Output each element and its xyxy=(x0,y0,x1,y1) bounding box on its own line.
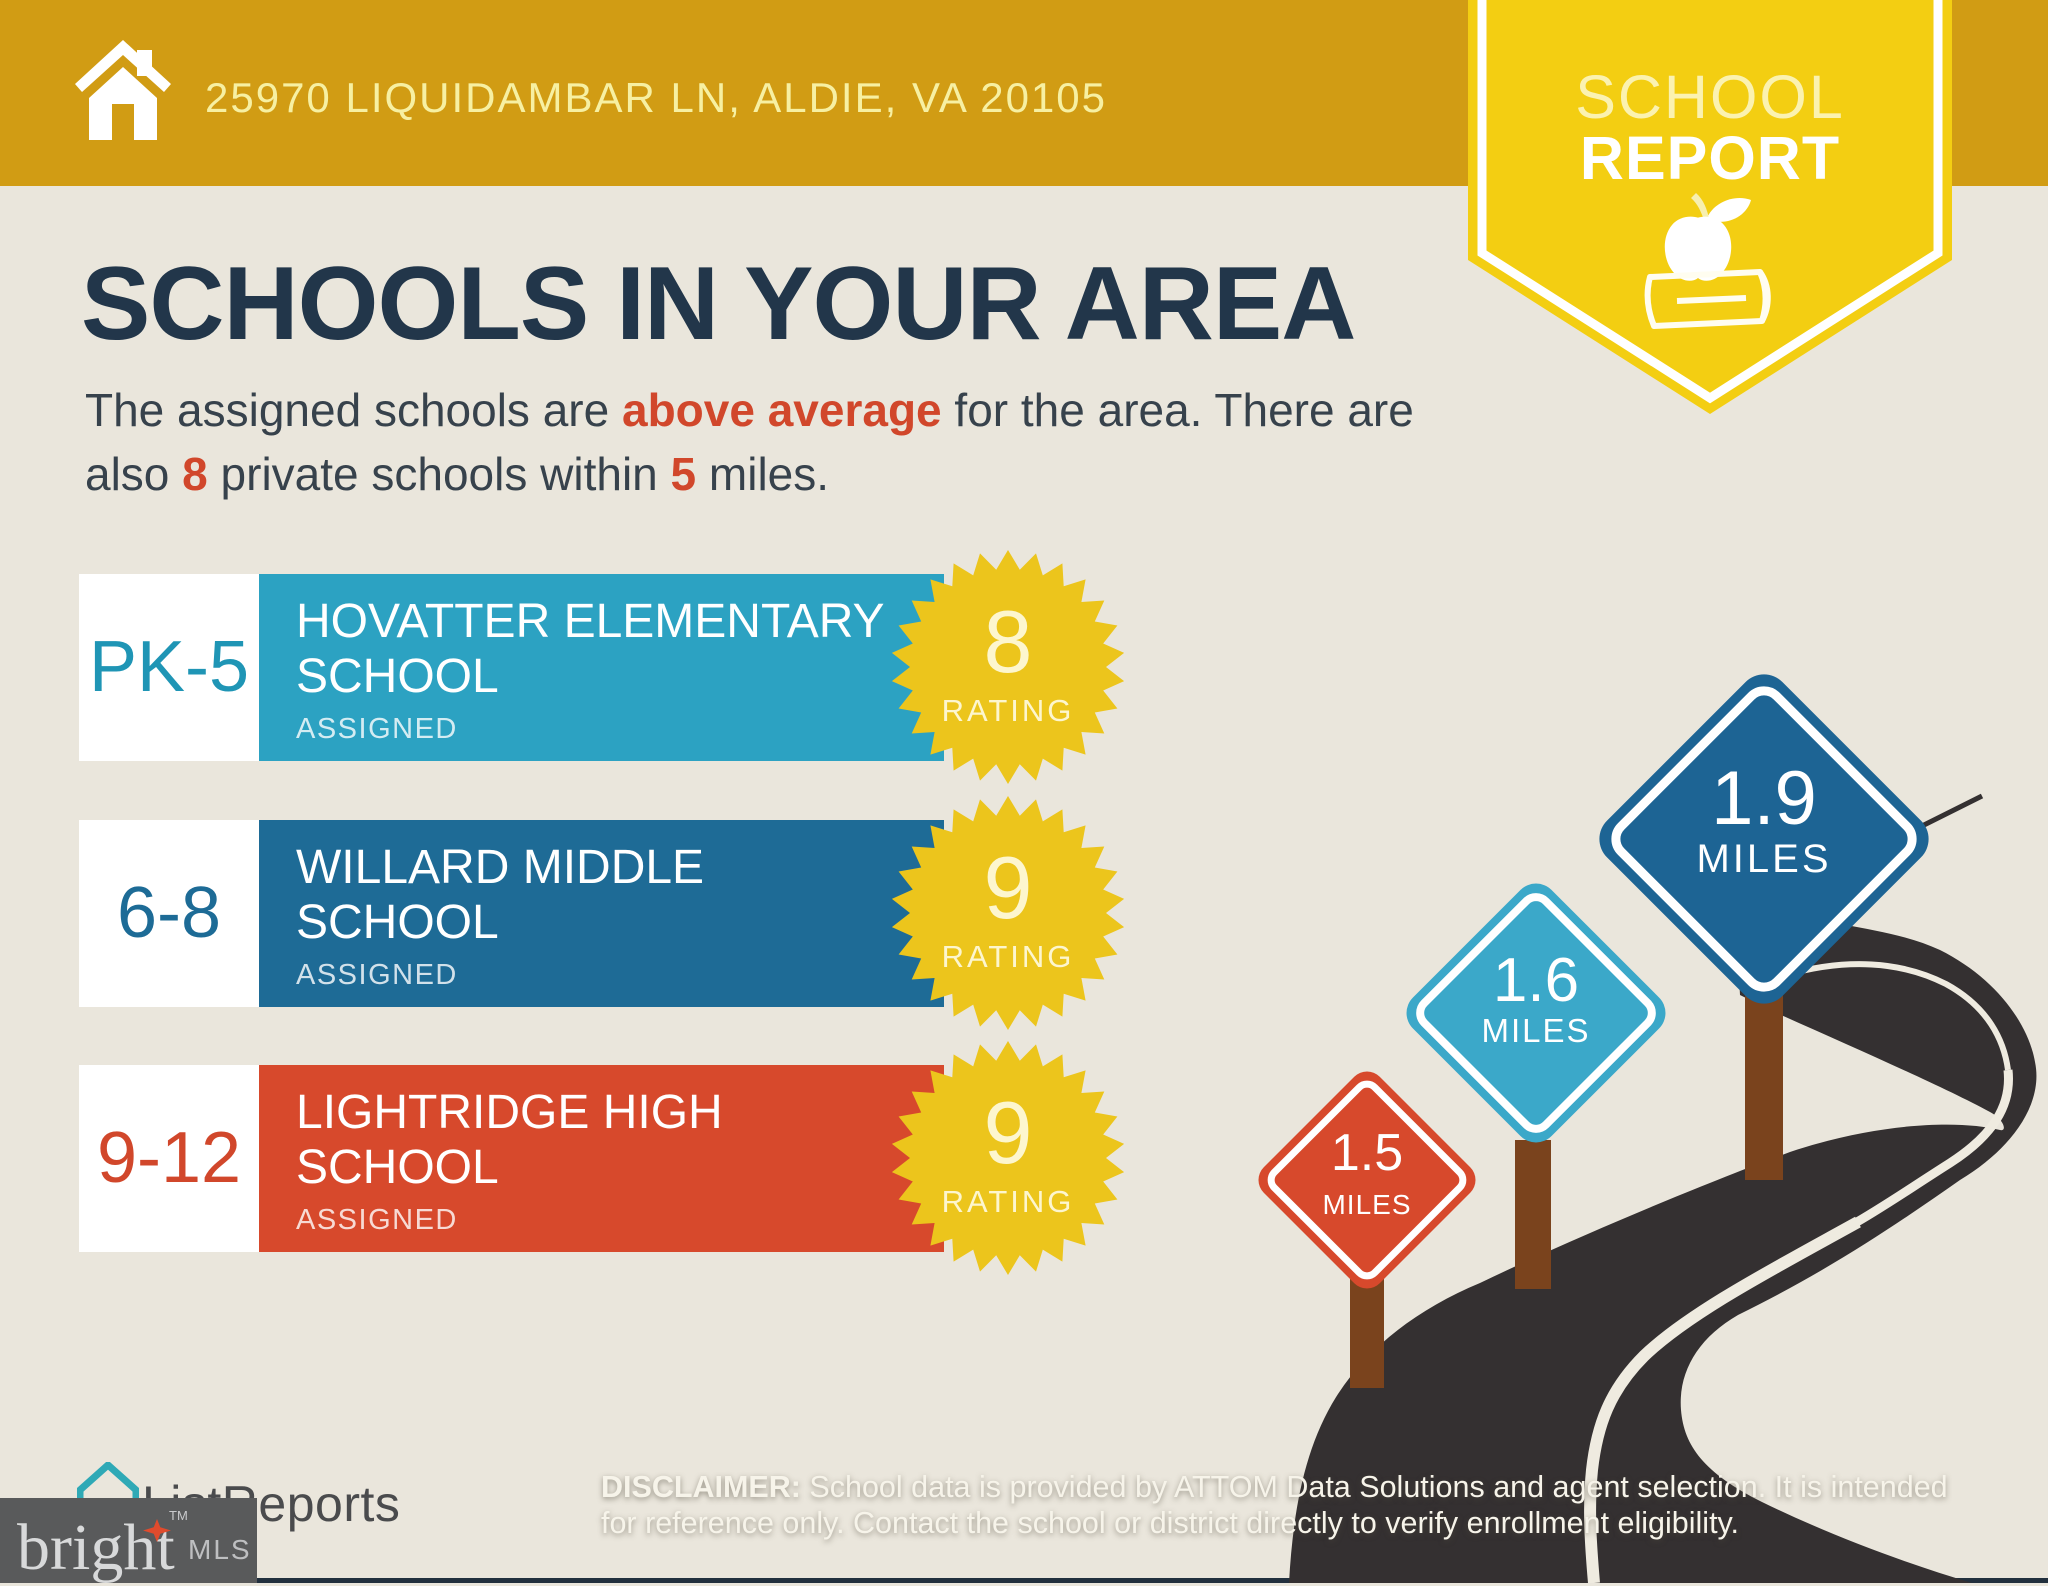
svg-text:1.5: 1.5 xyxy=(1331,1124,1403,1182)
svg-text:SCHOOL: SCHOOL xyxy=(1575,63,1845,131)
svg-text:MILES: MILES xyxy=(1696,837,1831,881)
svg-text:REPORT: REPORT xyxy=(1580,124,1840,192)
svg-text:MILES: MILES xyxy=(1322,1189,1411,1220)
svg-text:MILES: MILES xyxy=(1481,1012,1590,1049)
svg-text:1.6: 1.6 xyxy=(1493,946,1579,1015)
svg-text:1.9: 1.9 xyxy=(1711,756,1817,841)
